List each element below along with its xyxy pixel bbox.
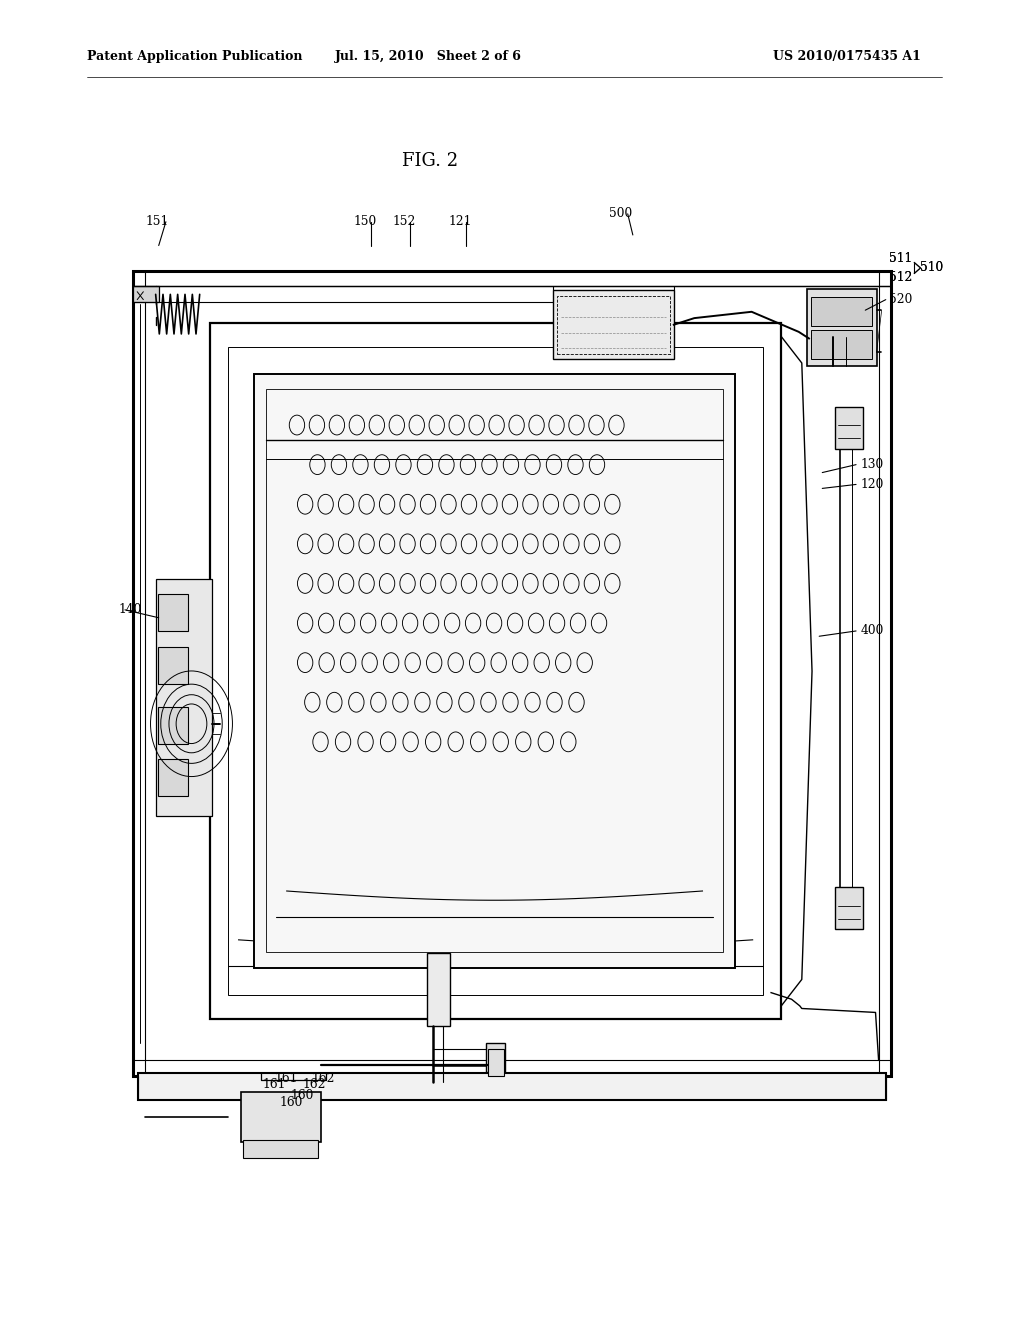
- Bar: [811, 330, 872, 359]
- Bar: [488, 1049, 504, 1076]
- Text: 120: 120: [860, 478, 884, 491]
- Text: 511: 511: [889, 252, 912, 265]
- Bar: [427, 953, 450, 1026]
- Bar: [835, 887, 863, 929]
- Bar: [133, 286, 159, 302]
- Text: FIG. 2: FIG. 2: [402, 152, 458, 170]
- Bar: [210, 323, 781, 1019]
- Bar: [158, 647, 188, 684]
- Text: 130: 130: [860, 458, 884, 471]
- Text: 152: 152: [392, 215, 416, 228]
- Bar: [243, 1140, 318, 1158]
- Text: Jul. 15, 2010   Sheet 2 of 6: Jul. 15, 2010 Sheet 2 of 6: [335, 50, 521, 63]
- Bar: [266, 389, 723, 952]
- Text: 162: 162: [303, 1078, 326, 1092]
- Bar: [138, 1073, 886, 1100]
- Bar: [557, 296, 670, 354]
- Bar: [228, 347, 763, 995]
- Bar: [254, 374, 735, 968]
- Text: 161: 161: [263, 1078, 286, 1092]
- Bar: [486, 1043, 505, 1072]
- Text: 162: 162: [311, 1072, 335, 1085]
- Text: 161: 161: [274, 1072, 298, 1085]
- Text: 510: 510: [920, 261, 943, 275]
- Text: 160: 160: [291, 1089, 314, 1102]
- Text: 500: 500: [609, 207, 633, 220]
- Text: Patent Application Publication: Patent Application Publication: [87, 50, 302, 63]
- Text: 160: 160: [280, 1096, 302, 1109]
- Text: US 2010/0175435 A1: US 2010/0175435 A1: [773, 50, 921, 63]
- Text: 512: 512: [889, 271, 912, 284]
- Text: 520: 520: [889, 293, 912, 306]
- Bar: [835, 407, 863, 449]
- Bar: [158, 706, 188, 743]
- Text: 400: 400: [860, 624, 884, 638]
- Text: 140: 140: [119, 603, 142, 616]
- Text: 511: 511: [889, 252, 912, 265]
- Bar: [158, 594, 188, 631]
- Bar: [241, 1092, 321, 1142]
- Bar: [553, 290, 674, 359]
- Bar: [158, 759, 188, 796]
- Text: 150: 150: [353, 215, 377, 228]
- Bar: [133, 271, 891, 1076]
- Text: 121: 121: [449, 215, 472, 228]
- Text: 512: 512: [889, 271, 912, 284]
- Bar: [807, 289, 877, 366]
- Text: 510: 510: [920, 261, 943, 275]
- Bar: [156, 578, 212, 816]
- Text: 151: 151: [145, 215, 169, 228]
- Bar: [811, 297, 872, 326]
